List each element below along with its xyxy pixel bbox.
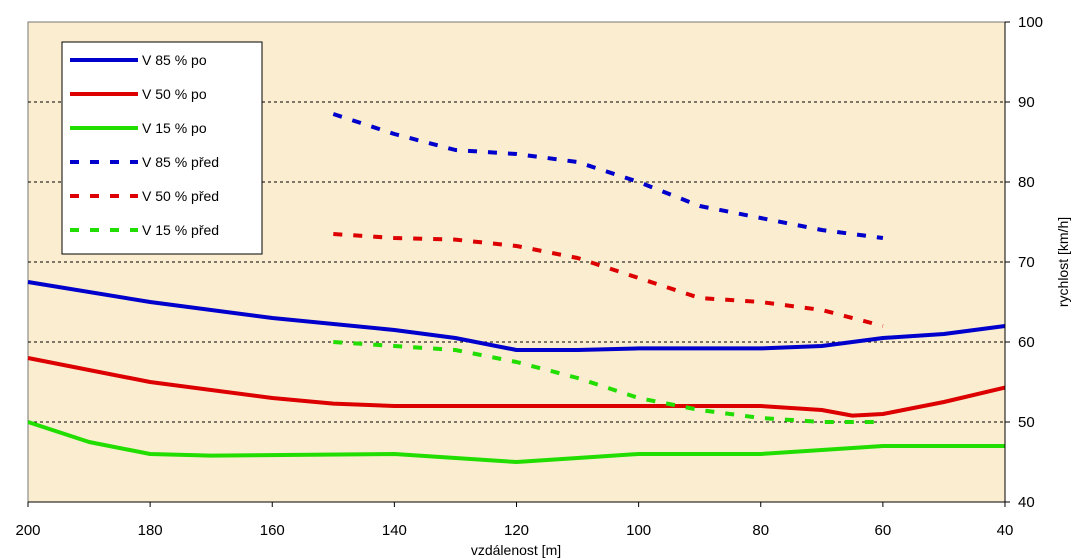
x-tick-label: 140 xyxy=(382,522,407,539)
legend-box xyxy=(61,41,263,255)
y-tick-label: 80 xyxy=(1018,174,1035,191)
legend-label-1: V 85 % po xyxy=(142,52,207,68)
series-line-1 xyxy=(27,280,1006,352)
legend: V 85 % po V 50 % po V 15 % po V 85 % před V … xyxy=(61,41,263,255)
x-axis-title: vzdálenost [m] xyxy=(471,542,561,558)
series-layer xyxy=(27,112,1006,464)
series-line-4 xyxy=(332,112,884,240)
legend-label-2: V 50 % po xyxy=(142,86,207,102)
series-line-6 xyxy=(333,340,883,424)
x-tick-label: 100 xyxy=(626,522,651,539)
x-tick-label: 200 xyxy=(15,522,40,539)
legend-label-4: V 85 % před xyxy=(142,154,219,170)
legend-label-6: V 15 % před xyxy=(142,222,219,238)
legend-label-5: V 50 % před xyxy=(142,188,219,204)
y-tick-label: 40 xyxy=(1018,494,1035,511)
series-line-2 xyxy=(27,356,1006,418)
series-line-5 xyxy=(333,232,884,328)
x-tick-label: 80 xyxy=(752,522,769,539)
x-tick-label: 180 xyxy=(138,522,163,539)
x-tick-label: 60 xyxy=(875,522,892,539)
y-tick-label: 50 xyxy=(1018,414,1035,431)
y-tick-label: 90 xyxy=(1018,94,1035,111)
y-tick-label: 100 xyxy=(1018,14,1043,31)
x-tick-label: 120 xyxy=(504,522,529,539)
y-tick-label: 70 xyxy=(1018,254,1035,271)
y-tick-label: 60 xyxy=(1018,334,1035,351)
y-tick-group: 40 50 60 70 80 90 100 xyxy=(1005,14,1043,511)
series-line-3 xyxy=(27,420,1005,464)
x-tick-label: 40 xyxy=(997,522,1014,539)
x-tick-label: 160 xyxy=(260,522,285,539)
x-tick-group: 200 180 160 140 120 100 80 60 40 xyxy=(15,502,1013,539)
legend-label-3: V 15 % po xyxy=(142,120,207,136)
y-axis-title: rychlost [km/h] xyxy=(1055,217,1071,307)
